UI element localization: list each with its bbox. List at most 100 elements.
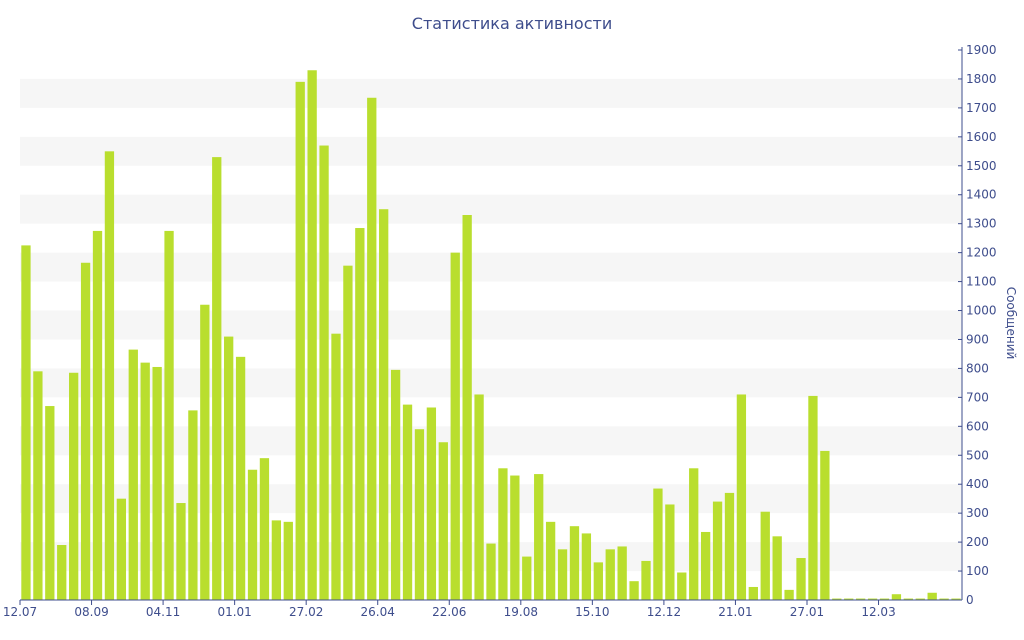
bar xyxy=(951,598,961,600)
bar xyxy=(629,581,639,600)
bar xyxy=(653,488,663,600)
bar xyxy=(224,336,234,600)
bar xyxy=(486,543,496,600)
bar xyxy=(188,410,198,600)
bar xyxy=(152,366,162,600)
bar xyxy=(450,252,460,600)
bar xyxy=(689,468,699,600)
grid-band xyxy=(20,310,962,340)
bar xyxy=(259,458,270,600)
bar xyxy=(140,362,150,600)
y-tick-label: 0 xyxy=(966,593,974,607)
x-tick-label: 22.06 xyxy=(432,605,466,619)
x-tick-label: 27.02 xyxy=(289,605,323,619)
bar xyxy=(104,151,115,600)
bar xyxy=(820,450,830,600)
bar xyxy=(772,536,782,600)
chart-title: Статистика активности xyxy=(411,14,613,33)
bar xyxy=(617,546,627,600)
y-tick-label: 1100 xyxy=(966,275,997,289)
y-tick-label: 800 xyxy=(966,361,989,375)
bar xyxy=(593,562,603,600)
y-tick-label: 900 xyxy=(966,332,989,346)
bar xyxy=(295,81,305,601)
bar xyxy=(438,442,448,600)
bar xyxy=(724,492,735,600)
bar xyxy=(796,558,806,600)
bar xyxy=(367,97,377,600)
bar xyxy=(557,549,568,600)
bar xyxy=(128,349,138,600)
bar xyxy=(80,262,91,600)
bar xyxy=(581,533,592,600)
bar xyxy=(343,265,353,600)
bar xyxy=(402,404,413,600)
x-tick-label: 27.01 xyxy=(790,605,824,619)
bar xyxy=(498,468,508,600)
bar xyxy=(856,598,866,600)
bar xyxy=(510,475,520,600)
bar xyxy=(605,549,615,600)
y-tick-label: 1300 xyxy=(966,217,997,231)
x-tick-label: 08.09 xyxy=(74,605,108,619)
y-tick-label: 500 xyxy=(966,448,989,462)
y-axis-ticks: 0 100 200 300 400 500 600 700 800 900 1000 1100 1200… xyxy=(958,43,997,607)
bar xyxy=(832,598,842,600)
grid-band xyxy=(20,136,962,166)
bar xyxy=(879,598,890,600)
bar xyxy=(426,407,437,600)
bar xyxy=(116,498,126,600)
bar xyxy=(319,145,329,600)
x-tick-label: 19.08 xyxy=(504,605,538,619)
grid-band xyxy=(20,426,962,456)
bar xyxy=(903,598,913,600)
bar xyxy=(355,228,365,600)
bar xyxy=(677,572,687,600)
bar xyxy=(176,503,186,600)
bar xyxy=(414,429,425,600)
grid-band xyxy=(20,368,962,398)
x-axis-ticks: 12.07 08.09 04.11 01.01 27.02 26.04 22.06 19.08… xyxy=(3,600,896,619)
y-tick-label: 100 xyxy=(966,564,989,578)
bar xyxy=(164,230,174,601)
grid-bands xyxy=(20,78,962,572)
y-tick-label: 1500 xyxy=(966,159,997,173)
bar xyxy=(665,504,675,600)
x-tick-label: 12.07 xyxy=(3,605,37,619)
bar xyxy=(545,521,556,600)
grid-band xyxy=(20,78,962,108)
y-axis-title: Сообщений xyxy=(1004,287,1018,360)
bar xyxy=(235,356,246,600)
x-tick-label: 12.12 xyxy=(647,605,681,619)
bar xyxy=(92,230,103,601)
bar xyxy=(927,592,937,600)
bar xyxy=(331,333,341,600)
bar xyxy=(808,395,818,600)
bar xyxy=(390,369,401,600)
y-tick-label: 200 xyxy=(966,535,989,549)
bar xyxy=(212,157,222,601)
y-tick-label: 1900 xyxy=(966,43,997,57)
bar xyxy=(45,406,55,600)
bar xyxy=(247,469,258,600)
bar xyxy=(21,245,31,600)
x-tick-label: 15.10 xyxy=(575,605,609,619)
y-tick-label: 1400 xyxy=(966,188,997,202)
y-tick-label: 1700 xyxy=(966,101,997,115)
bar xyxy=(915,598,925,600)
bar xyxy=(69,372,79,600)
x-tick-label: 04.11 xyxy=(146,605,180,619)
bar xyxy=(700,531,711,600)
x-tick-label: 26.04 xyxy=(361,605,395,619)
y-tick-label: 1000 xyxy=(966,304,997,318)
x-tick-label: 12.03 xyxy=(861,605,895,619)
grid-band xyxy=(20,252,962,282)
bar xyxy=(641,560,651,600)
bar xyxy=(462,215,472,600)
y-tick-label: 300 xyxy=(966,506,989,520)
y-tick-label: 600 xyxy=(966,419,989,433)
y-tick-label: 1800 xyxy=(966,72,997,86)
bar xyxy=(283,521,293,600)
bar xyxy=(534,474,544,600)
